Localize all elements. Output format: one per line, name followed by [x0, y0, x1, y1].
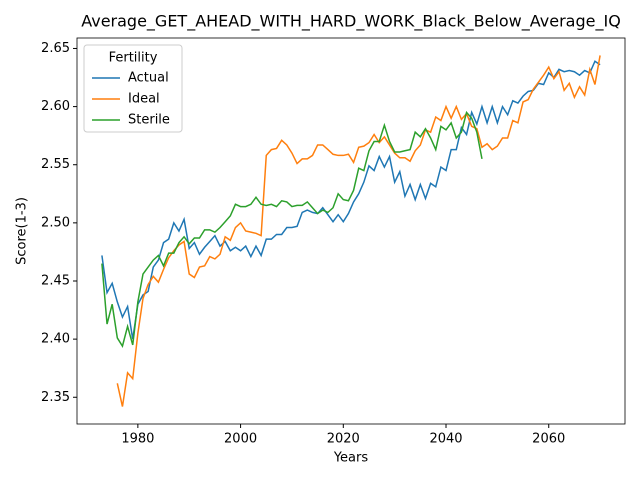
legend-label: Sterile	[128, 113, 170, 128]
y-tick-label: 2.35	[41, 390, 70, 405]
plot-frame	[76, 37, 626, 425]
legend-label: Ideal	[128, 92, 160, 107]
x-tick-label: 2020	[327, 432, 360, 447]
legend-label: Actual	[128, 71, 169, 86]
legend-title: Fertility	[109, 51, 158, 66]
line-series	[101, 110, 483, 348]
y-tick-label: 2.40	[41, 332, 70, 347]
x-axis-label: Years	[333, 451, 369, 466]
x-tick-label: 1980	[121, 432, 154, 447]
x-tick-label: 2000	[224, 432, 257, 447]
y-tick-label: 2.50	[41, 215, 70, 230]
y-tick-label: 2.45	[41, 273, 70, 288]
line-series	[101, 60, 601, 340]
line-series	[116, 55, 601, 407]
x-tick-label: 2040	[429, 432, 462, 447]
y-tick-label: 2.60	[41, 99, 70, 114]
chart-title: Average_GET_AHEAD_WITH_HARD_WORK_Black_B…	[81, 12, 621, 32]
y-tick-label: 2.65	[41, 41, 70, 56]
legend-box	[83, 44, 183, 133]
x-tick-label: 2060	[532, 432, 565, 447]
y-tick-label: 2.55	[41, 157, 70, 172]
y-axis-label: Score(1-3)	[15, 197, 30, 265]
